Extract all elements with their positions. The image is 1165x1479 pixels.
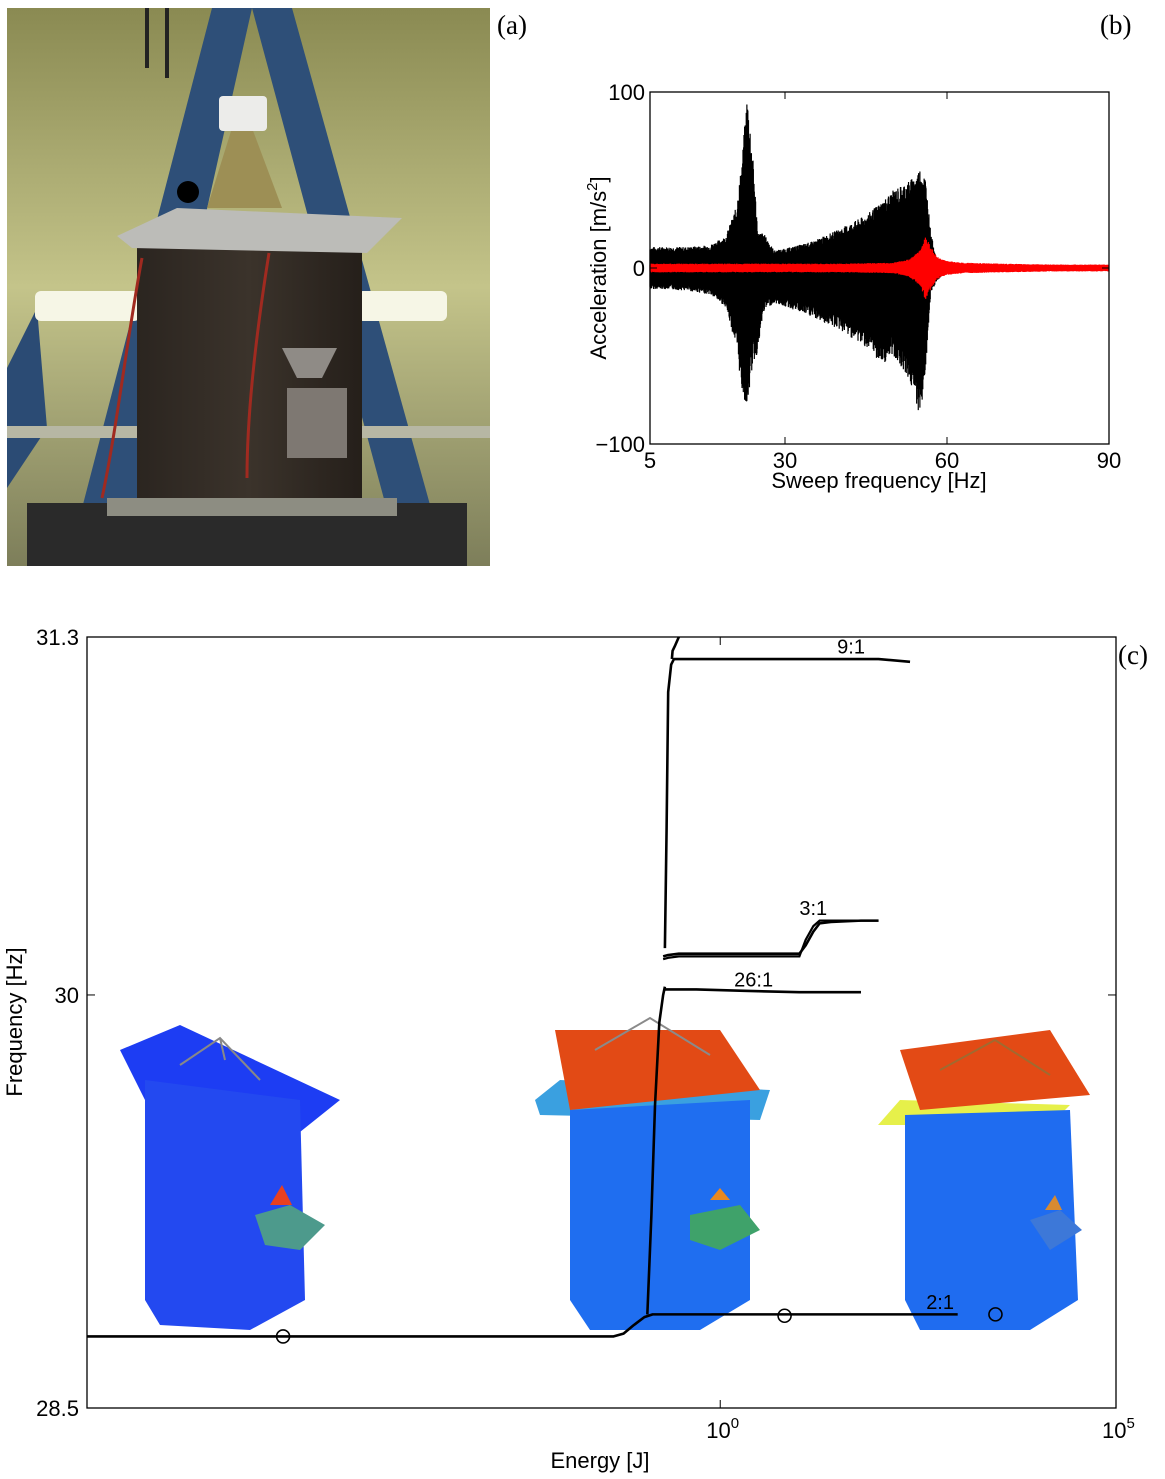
resonance-label: 3:1 [799,898,827,920]
branch-marker [275,1329,291,1344]
spacecraft-photo [7,8,490,566]
y-tick-label-c: 28.5 [36,1396,79,1421]
resonance-label: 2:1 [926,1292,954,1314]
x-tick-label-c: 105 [1102,1415,1135,1443]
y-tick-label-b: 0 [633,256,645,281]
x-tick-label-b: 90 [1097,448,1121,473]
series-c-4 [663,657,911,949]
branch-marker [988,1307,1003,1322]
branch-marker [777,1308,792,1324]
series-c-3-branch [662,919,879,961]
panel-label-b: (b) [1100,10,1132,40]
panel-label-c: (c) [1118,640,1148,670]
x-axis-label-c: Energy [J] [550,1448,649,1473]
mode-shape-left [120,1025,340,1330]
frequency-energy-chart: 9:1 3:1 26:1 2:1 100 105 28.5 30 31.3 Energy [J… [2,625,1135,1473]
y-tick-label-b: −100 [595,432,645,457]
series-c-5 [670,636,681,660]
sensor-location-marker [177,181,199,203]
series-c-3 [662,919,879,958]
plot-frame-c [86,636,1117,1409]
y-axis-label-b: Acceleration [m/s2] [584,176,611,359]
x-tick-label-b: 5 [644,448,656,473]
mode-shape-right [878,1030,1090,1330]
acceleration-chart: 5 30 60 90 −100 0 100 Sweep frequency [Hz] Acc… [584,80,1121,493]
x-axis-label-b: Sweep frequency [Hz] [771,468,986,493]
y-tick-label-c: 31.3 [36,625,79,650]
series-b-0 [649,104,1110,411]
y-tick-label-c: 30 [55,983,79,1008]
resonance-label: 26:1 [734,970,773,992]
series-c-2 [664,988,861,994]
mode-shape-middle [535,1016,770,1330]
x-tick-label-b: 30 [773,448,797,473]
x-tick-label-c: 100 [706,1415,739,1443]
x-tick-label-b: 60 [935,448,959,473]
panel-label-a: (a) [497,10,527,40]
y-tick-label-b: 100 [608,80,645,105]
y-axis-label-c: Frequency [Hz] [2,947,27,1096]
resonance-label: 9:1 [837,637,865,659]
series-c-1 [646,986,667,1315]
